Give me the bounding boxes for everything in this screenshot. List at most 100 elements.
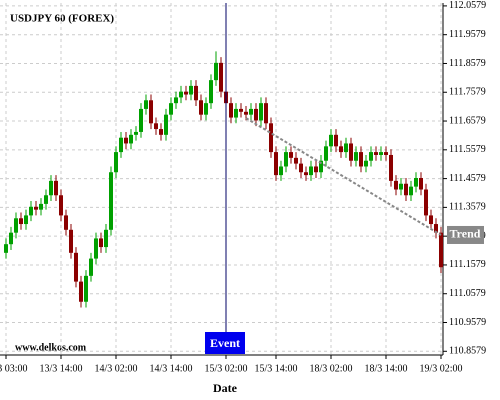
candle-body [364, 160, 368, 167]
candle-body [164, 114, 168, 135]
candle-body [154, 123, 158, 130]
candle-body [89, 258, 93, 276]
candle-body [54, 180, 58, 196]
candle-body [189, 85, 193, 95]
y-tick-label: 110.8579 [449, 346, 486, 357]
y-tick-label: 111.5579 [449, 144, 486, 155]
candle-body [339, 146, 343, 153]
candle-body [379, 152, 383, 155]
x-tick-label: 13/3 03:00 [0, 363, 28, 374]
candle-body [309, 166, 313, 176]
x-tick-label: 19/3 02:00 [419, 363, 462, 374]
candle-body [349, 143, 353, 161]
candle-body [124, 137, 128, 144]
candle-body [264, 103, 268, 124]
candle-body [404, 183, 408, 196]
candle-body [4, 244, 8, 253]
candle-body [34, 206, 38, 210]
candle-body [69, 229, 73, 253]
candle-body [104, 229, 108, 248]
y-tick-label: 111.1579 [449, 259, 486, 270]
y-tick-label: 110.9579 [449, 317, 486, 328]
candle-body [84, 275, 88, 302]
candle-body [149, 100, 153, 124]
y-tick-label: 111.3579 [449, 202, 486, 213]
event-label-box [205, 332, 245, 354]
candle-body [159, 129, 163, 135]
candle-body [329, 134, 333, 147]
y-tick-label: 111.0579 [449, 288, 486, 299]
candle-body [24, 215, 28, 225]
candle-body [289, 152, 293, 158]
candle-body [144, 100, 148, 109]
x-tick-label: 15/3 02:00 [204, 363, 247, 374]
candle-body [274, 152, 278, 176]
candle-body [369, 152, 373, 161]
candle-body [59, 195, 63, 216]
candle-body [214, 62, 218, 81]
candle-body [129, 134, 133, 144]
candle-body [79, 281, 83, 302]
candle-body [49, 180, 53, 196]
x-tick-label: 14/3 14:00 [149, 363, 192, 374]
x-axis-title: Date [213, 381, 238, 395]
trend-label-box [447, 225, 484, 244]
x-tick-label: 18/3 02:00 [309, 363, 352, 374]
candle-body [119, 137, 123, 153]
candle-body [9, 232, 13, 245]
candle-body [134, 131, 138, 135]
candle-body [209, 80, 213, 104]
y-tick-label: 111.8579 [449, 58, 486, 69]
x-tick-label: 13/3 14:00 [39, 363, 82, 374]
candle-body [374, 152, 378, 155]
candle-body [174, 97, 178, 104]
candle-body [354, 152, 358, 161]
x-tick-label: 15/3 14:00 [254, 363, 297, 374]
candle-body [14, 218, 18, 233]
candle-body [399, 183, 403, 190]
candle-body [389, 154, 393, 181]
y-tick-label: 112.0579 [449, 0, 486, 11]
candle-body [434, 224, 438, 233]
candle-body [64, 215, 68, 230]
candle-body [334, 134, 338, 147]
candle-body [419, 177, 423, 190]
watermark: www.delkos.com [15, 342, 87, 353]
candle-body [194, 85, 198, 101]
candle-body [139, 108, 143, 132]
candle-body [384, 152, 388, 155]
candle-body [114, 152, 118, 173]
candle-body [229, 103, 233, 118]
candle-body [439, 232, 443, 268]
candle-body [184, 91, 188, 95]
candle-body [414, 177, 418, 187]
candle-body [324, 146, 328, 161]
candle-body [169, 103, 173, 115]
candle-body [239, 108, 243, 112]
candle-body [29, 206, 33, 216]
event-label: Event [210, 336, 240, 350]
candle-body [294, 157, 298, 164]
candle-body [199, 100, 203, 115]
candle-body [109, 172, 113, 230]
candle-body [39, 203, 43, 210]
candle-body [429, 215, 433, 225]
candle-body [269, 123, 273, 153]
candle-body [424, 189, 428, 216]
candle-body [99, 238, 103, 248]
y-tick-label: 111.6579 [449, 115, 486, 126]
candle-body [254, 108, 258, 121]
chart-title: USDJPY 60 (FOREX) [10, 13, 114, 25]
candle-body [249, 108, 253, 115]
y-tick-label: 111.4579 [449, 173, 486, 184]
candle-body [234, 108, 238, 118]
candle-body [94, 238, 98, 259]
x-tick-label: 14/3 02:00 [94, 363, 137, 374]
candle-body [19, 218, 23, 225]
candle-body [319, 160, 323, 173]
y-tick-label: 111.9579 [449, 29, 486, 40]
trend-label: Trend [450, 227, 481, 241]
candle-body [259, 103, 263, 121]
